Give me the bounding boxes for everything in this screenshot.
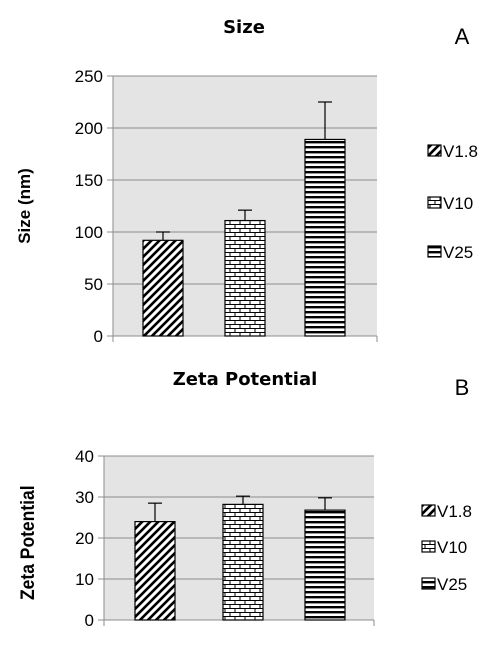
chart-title: Zeta Potential [173,369,318,390]
legend-label: V1.8 [437,502,472,521]
legend-swatch [421,504,436,517]
y-tick-label: 0 [94,327,103,346]
y-tick-label: 200 [75,119,103,138]
zeta-potential-chart-panel: Zeta Potential B Zeta Potential 0 10 20 30 4… [16,369,472,630]
y-tick-label: 30 [75,488,94,507]
legend-label: V10 [443,194,473,213]
bar-V10 [224,219,266,337]
legend-label: V1.8 [443,142,478,161]
y-axis-label: Size (nm) [15,168,34,244]
panel-label: B [455,375,470,400]
legend-label: V10 [437,538,467,557]
legend-swatch [427,196,442,209]
legend-label: V25 [443,243,473,262]
legend-label: V25 [437,575,467,594]
legend: V1.8 V10 V25 [427,142,478,262]
legend: V1.8 V10 V25 [421,502,472,594]
panel-label: A [455,24,470,49]
y-tick-label: 0 [85,611,94,630]
chart-title: Size [223,17,265,38]
y-tick-label: 100 [75,223,103,242]
size-chart-panel: Size A Size (nm) 0 50 100 150 200 250 V1.8 V10… [15,17,478,346]
y-tick-label: 20 [75,529,94,548]
y-tick-label: 40 [75,447,94,466]
y-axis-label: Zeta Potential [16,485,38,600]
plot-area: 0 50 100 150 200 250 [75,67,378,346]
bar-V25 [304,138,346,337]
y-tick-label: 10 [75,570,94,589]
legend-swatch [421,540,436,553]
bar-V10 [222,503,264,621]
y-tick-label: 150 [75,171,103,190]
bar-V1.8 [142,239,184,337]
legend-swatch [427,245,442,258]
legend-swatch [421,577,436,590]
bar-V25 [304,509,346,621]
bar-V1.8 [134,520,176,621]
y-tick-label: 250 [75,67,103,86]
y-tick-label: 50 [84,275,103,294]
plot-area: 0 10 20 30 40 [75,447,375,630]
legend-swatch [427,144,442,157]
